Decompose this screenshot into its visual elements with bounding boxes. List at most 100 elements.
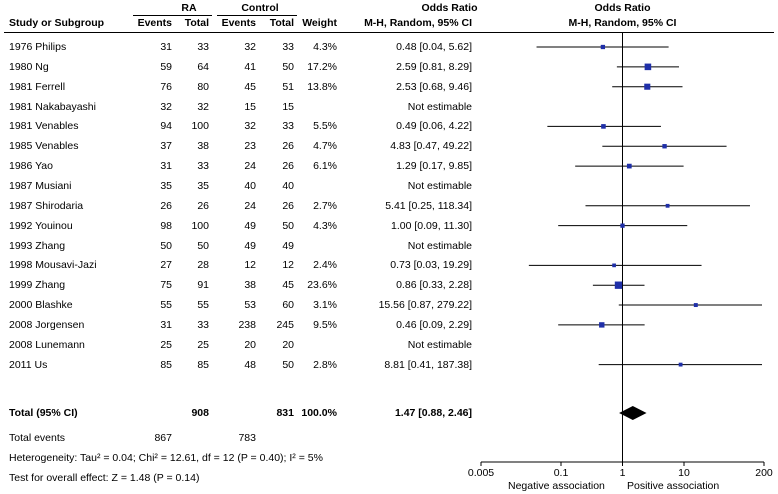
total1-cell: 28 bbox=[197, 259, 209, 272]
events1-cell: 50 bbox=[160, 239, 172, 252]
events2-cell: 53 bbox=[244, 299, 256, 312]
effect-square bbox=[644, 63, 652, 71]
study-name: 2008 Lunemann bbox=[9, 338, 85, 351]
events1-cell: 76 bbox=[160, 80, 172, 93]
events1-cell: 37 bbox=[160, 140, 172, 153]
or-plot-title: Odds Ratio bbox=[594, 2, 651, 14]
weight-cell: 17.2% bbox=[307, 60, 337, 73]
effect-square bbox=[599, 322, 605, 328]
events1-cell: 26 bbox=[160, 199, 172, 212]
total1-cell: 33 bbox=[197, 41, 209, 53]
ci-cell: 4.83 [0.47, 49.22] bbox=[390, 140, 472, 153]
total2-cell: 245 bbox=[276, 318, 294, 331]
total1-cell: 38 bbox=[197, 140, 209, 153]
total-label: Total (95% CI) bbox=[9, 407, 78, 419]
events2-cell: 15 bbox=[244, 100, 256, 113]
ci-cell: 2.59 [0.81, 8.29] bbox=[396, 60, 472, 73]
study-name: 1976 Philips bbox=[9, 41, 67, 53]
events1-cell: 31 bbox=[160, 318, 172, 331]
or-plot-subtitle: M-H, Random, 95% CI bbox=[568, 17, 677, 29]
events1-header: Events bbox=[137, 17, 172, 29]
study-name: 2008 Jorgensen bbox=[9, 318, 85, 331]
total2-cell: 33 bbox=[282, 41, 294, 53]
total2-cell: 33 bbox=[282, 120, 294, 133]
total1-cell: 25 bbox=[197, 338, 209, 351]
effect-square bbox=[612, 263, 616, 268]
total2-cell: 50 bbox=[282, 219, 294, 232]
total2-cell: 20 bbox=[282, 338, 294, 351]
weight-cell: 5.5% bbox=[313, 120, 337, 133]
events1-cell: 31 bbox=[160, 160, 172, 173]
study-name: 1981 Venables bbox=[9, 120, 79, 133]
total2-cell: 45 bbox=[282, 279, 294, 292]
group1-underline bbox=[133, 15, 212, 16]
weight-header: Weight bbox=[302, 17, 337, 29]
events1-cell: 59 bbox=[160, 60, 172, 73]
events2-cell: 32 bbox=[244, 120, 256, 133]
weight-cell: 2.8% bbox=[313, 358, 337, 371]
study-name: 1981 Ferrell bbox=[9, 80, 66, 93]
ci-cell: 0.49 [0.06, 4.22] bbox=[396, 120, 472, 133]
total-weight: 100.0% bbox=[301, 407, 337, 419]
ci-cell: Not estimable bbox=[407, 338, 472, 351]
overall-effect-text: Test for overall effect: Z = 1.48 (P = 0… bbox=[9, 472, 200, 484]
weight-cell: 23.6% bbox=[307, 279, 337, 292]
events2-cell: 20 bbox=[244, 338, 256, 351]
ci-cell: 1.29 [0.17, 9.85] bbox=[396, 160, 472, 173]
pooled-diamond bbox=[619, 406, 647, 420]
x-tick-label: 0.1 bbox=[554, 467, 569, 479]
study-name: 1999 Zhang bbox=[9, 279, 66, 292]
ci-cell: 8.81 [0.41, 187.38] bbox=[384, 358, 472, 371]
events2-cell: 45 bbox=[244, 80, 256, 93]
total2-cell: 40 bbox=[282, 179, 294, 192]
ci-cell: 0.46 [0.09, 2.29] bbox=[396, 318, 472, 331]
total2-cell: 50 bbox=[282, 60, 294, 73]
effect-square bbox=[662, 144, 667, 149]
x-tick-label: 200 bbox=[755, 467, 773, 479]
ci-cell: Not estimable bbox=[407, 239, 472, 252]
effect-square bbox=[614, 281, 623, 289]
total1-cell: 35 bbox=[197, 179, 209, 192]
weight-cell: 6.1% bbox=[313, 160, 337, 173]
x-tick-label: 10 bbox=[678, 467, 690, 479]
group1-header: RA bbox=[181, 2, 197, 14]
events1-cell: 35 bbox=[160, 179, 172, 192]
total1-cell: 85 bbox=[197, 358, 209, 371]
effect-square bbox=[644, 83, 651, 90]
total-ci: 1.47 [0.88, 2.46] bbox=[394, 407, 472, 419]
weight-cell: 13.8% bbox=[307, 80, 337, 93]
total1-cell: 100 bbox=[191, 120, 209, 133]
events1-cell: 85 bbox=[160, 358, 172, 371]
total1-cell: 64 bbox=[197, 60, 209, 73]
events1-cell: 27 bbox=[160, 259, 172, 272]
weight-cell: 4.3% bbox=[313, 219, 337, 232]
group2-header: Control bbox=[241, 2, 279, 14]
effect-square bbox=[620, 223, 625, 228]
study-name: 1987 Musiani bbox=[9, 179, 72, 192]
events1-cell: 75 bbox=[160, 279, 172, 292]
total2-cell: 49 bbox=[282, 239, 294, 252]
events2-cell: 38 bbox=[244, 279, 256, 292]
study-name: 1985 Venables bbox=[9, 140, 79, 153]
total1-cell: 33 bbox=[197, 318, 209, 331]
effect-square bbox=[678, 362, 683, 367]
header-divider bbox=[4, 32, 774, 33]
study-name: 1992 Youinou bbox=[9, 219, 73, 232]
events2-cell: 23 bbox=[244, 140, 256, 153]
events2-cell: 238 bbox=[238, 318, 256, 331]
effect-square bbox=[600, 44, 606, 50]
events2-cell: 40 bbox=[244, 179, 256, 192]
group2-underline bbox=[217, 15, 297, 16]
total2-header: Total bbox=[269, 17, 294, 29]
study-name: 1998 Mousavi-Jazi bbox=[9, 259, 97, 272]
x-tick-label: 0.005 bbox=[468, 467, 494, 479]
total2-value: 831 bbox=[276, 407, 294, 419]
ci-cell: 0.48 [0.04, 5.62] bbox=[396, 41, 472, 53]
total2-cell: 26 bbox=[282, 199, 294, 212]
total1-cell: 33 bbox=[197, 160, 209, 173]
x-label-positive: Positive association bbox=[627, 480, 720, 492]
effect-square bbox=[601, 124, 606, 129]
events1-cell: 94 bbox=[160, 120, 172, 133]
events2-cell: 24 bbox=[244, 160, 256, 173]
